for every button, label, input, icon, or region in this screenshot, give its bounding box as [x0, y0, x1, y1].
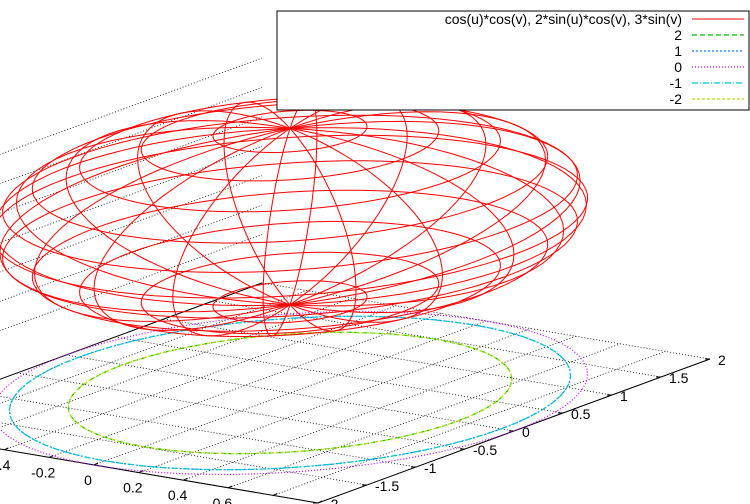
surface-parallel-7 — [2, 114, 578, 273]
legend-label-level-1: 1 — [674, 43, 682, 59]
y-tick-label-1: -1.5 — [375, 478, 399, 494]
y-tick-label-6: 1 — [620, 388, 628, 404]
x-tick-label-6: 0.2 — [123, 480, 143, 496]
x-tick-label-9: 0.8 — [257, 502, 277, 504]
x-tick-label-3: -0.4 — [0, 457, 11, 473]
x-tick-mark-7 — [183, 477, 188, 481]
surface-meridian-2 — [289, 127, 587, 306]
legend-box — [276, 10, 750, 111]
grid-line-x-9 — [273, 351, 666, 496]
grid-line-x-5 — [93, 320, 487, 466]
grid-line-z-6 — [0, 57, 263, 155]
grid-line-y-4 — [65, 354, 515, 432]
legend-label-level-0: 2 — [674, 27, 682, 43]
surface-meridian-15 — [93, 127, 291, 331]
contour-lines — [0, 310, 589, 476]
surface-meridian-3 — [289, 120, 581, 306]
legend: cos(u)*cos(v), 2*sin(u)*cos(v), 3*sin(v)… — [276, 10, 750, 111]
surface-meridian-4 — [289, 111, 547, 306]
contour-level-2 — [0, 310, 589, 476]
legend-label-level-2: 0 — [674, 59, 682, 75]
surface-meridian-19 — [289, 127, 444, 323]
x-tick-label-5: 0 — [84, 472, 92, 488]
x-tick-mark-6 — [138, 470, 144, 474]
x-tick-mark-10 — [317, 500, 323, 504]
surface-meridian-12 — [0, 127, 291, 307]
grid-line-x-1 — [0, 290, 307, 404]
y-tick-label-2: -1 — [424, 460, 437, 476]
x-tick-mark-5 — [93, 462, 99, 466]
grid-line-z-2 — [0, 175, 263, 273]
base-border — [0, 282, 711, 504]
grid-line-y-3 — [16, 372, 466, 450]
y-tick-label-4: 0 — [522, 424, 530, 440]
surface-meridian-18 — [289, 128, 357, 332]
grid-line-z-0 — [0, 234, 263, 332]
y-tick-label-8: 2 — [718, 352, 726, 368]
grid-line-y-2 — [0, 396, 417, 468]
surface-meridian-8 — [223, 101, 291, 306]
contour-level-3 — [8, 315, 572, 471]
grid-line-x-3 — [4, 305, 397, 451]
surface-meridian-11 — [15, 126, 291, 306]
legend-label-level-4: -2 — [670, 91, 683, 107]
surface-meridian-13 — [0, 127, 291, 313]
contour-level-4 — [67, 331, 513, 455]
surface-mesh — [0, 96, 589, 337]
y-tick-label-7: 1.5 — [669, 370, 689, 386]
surface-meridian-17 — [262, 128, 291, 337]
legend-label-surface: cos(u)*cos(v), 2*sin(u)*cos(v), 3*sin(v) — [445, 11, 682, 27]
y-tick-label-5: 0.5 — [571, 406, 591, 422]
tick-labels: -1-0.8-0.6-0.4-0.200.20.40.60.81-2-1.5-1… — [0, 352, 726, 504]
contour-level-1 — [8, 315, 572, 471]
grid-line-y-5 — [114, 336, 564, 414]
x-tick-label-4: -0.2 — [31, 464, 55, 480]
surface-parallel-11 — [212, 109, 368, 153]
x-tick-label-8: 0.6 — [213, 495, 233, 504]
contour-level-0 — [67, 331, 513, 455]
legend-samples — [692, 18, 744, 100]
surface-meridian-5 — [289, 102, 487, 306]
grid-line-x-7 — [183, 335, 576, 481]
grid-line-x-0 — [0, 282, 263, 380]
grid-line-x-8 — [228, 343, 621, 489]
x-tick-mark-8 — [228, 485, 233, 489]
y-tick-label-0: -2 — [326, 496, 339, 504]
surface-parallel-5 — [2, 160, 578, 319]
y-tick-label-3: -0.5 — [473, 442, 497, 458]
surface-meridian-9 — [136, 110, 291, 306]
x-tick-mark-3 — [4, 447, 9, 451]
surface-meridian-10 — [65, 120, 291, 306]
grid-line-y-1 — [0, 422, 368, 486]
grid-line-x-4 — [49, 313, 442, 458]
grid-lines — [0, 57, 711, 504]
grid-line-z-3 — [0, 145, 263, 243]
grid-line-z-1 — [0, 204, 263, 302]
surface-meridian-14 — [33, 127, 291, 322]
grid-line-x-6 — [138, 328, 531, 473]
legend-label-level-3: -1 — [670, 75, 683, 91]
surface-meridian-1 — [289, 127, 565, 307]
surface-meridian-16 — [172, 127, 291, 337]
x-tick-label-7: 0.4 — [168, 487, 188, 503]
grid-line-z-4 — [0, 116, 263, 214]
x-tick-mark-9 — [272, 492, 278, 496]
surface-meridian-6 — [289, 96, 408, 306]
grid-line-y-8 — [261, 282, 711, 360]
surface-meridian-0 — [289, 127, 515, 314]
